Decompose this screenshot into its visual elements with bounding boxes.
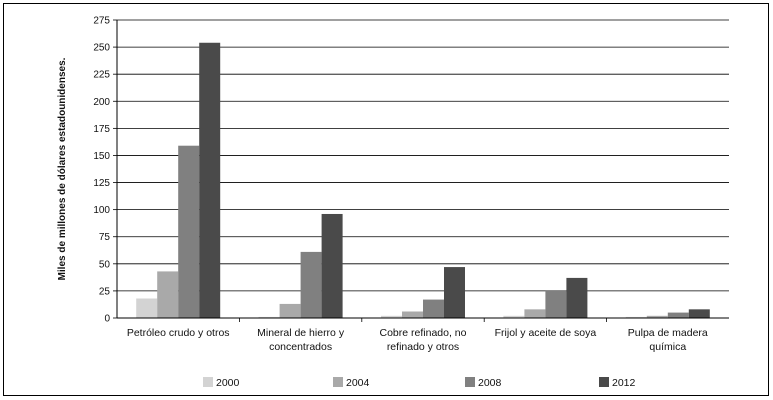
bar [279,303,301,318]
y-tick-label: 200 [93,97,110,108]
bars [136,42,710,319]
bar [688,309,710,318]
bar [258,316,280,318]
bar [178,145,200,318]
y-axis: 0 25 50 75 100 125 150 175 200 225 250 275 [93,16,118,325]
chart-frame: 0 25 50 75 100 125 150 175 200 225 250 275 Petróleo… [3,3,769,396]
bar [646,315,668,318]
legend-label: 2004 [346,377,370,389]
bar [625,316,647,318]
y-axis-label: Miles de millones de dólares estadounide… [57,57,68,280]
bar [545,290,567,318]
legend: 2000 2004 2008 2012 [203,377,636,389]
y-tick-label: 125 [93,178,110,189]
bar [381,315,402,318]
bar [321,213,343,318]
y-tick-label: 150 [93,151,110,162]
y-tick-label: 0 [104,314,110,325]
x-tick-label: química [649,341,686,353]
x-tick-label: Petróleo crudo y otros [127,327,230,339]
bar-chart: 0 25 50 75 100 125 150 175 200 225 250 275 Petróleo… [57,16,729,389]
bar [300,251,322,318]
bar [402,311,423,318]
legend-swatch [599,377,609,387]
bar [566,277,588,318]
x-tick-label: Frijol y aceite de soya [495,327,597,339]
legend-swatch [333,377,343,387]
y-tick-label: 100 [93,205,110,216]
y-tick-label: 50 [99,259,111,270]
y-tick-label: 225 [93,70,110,81]
x-tick-label: Pulpa de madera [628,327,708,339]
x-tick-label: Mineral de hierro y [257,327,345,339]
y-tick-label: 250 [93,43,110,54]
bar [423,299,444,318]
y-tick-label: 75 [99,232,111,243]
y-tick-label: 175 [93,124,110,135]
x-axis: Petróleo crudo y otros Mineral de hierro … [117,317,729,353]
bar [157,271,179,318]
y-tick-label: 25 [99,286,111,297]
bar [136,298,158,318]
bar [524,309,546,318]
y-tick-label: 275 [93,16,110,27]
bar [667,312,689,318]
x-tick-label: concentrados [269,341,332,353]
bar [199,42,221,319]
legend-swatch [465,377,475,387]
x-tick-label: refinado y otros [387,341,459,353]
legend-swatch [203,377,213,387]
legend-label: 2000 [216,377,240,389]
legend-label: 2012 [612,377,636,389]
bar [503,315,525,318]
x-tick-label: Cobre refinado, no [380,327,467,339]
bar [444,267,465,318]
legend-label: 2008 [478,377,502,389]
